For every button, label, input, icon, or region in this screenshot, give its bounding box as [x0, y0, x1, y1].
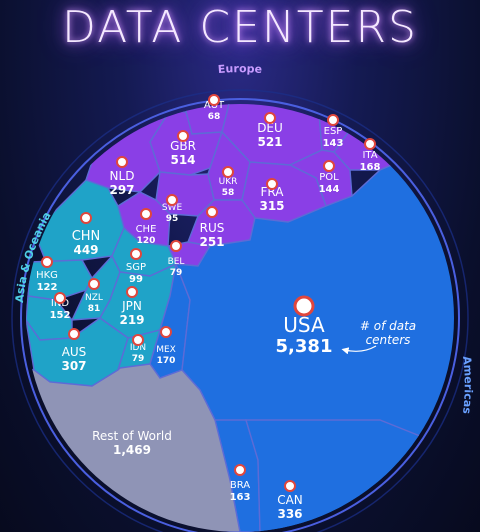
- label-esp: ESP: [324, 126, 343, 137]
- flag-swe-icon: [166, 194, 178, 206]
- flag-usa-icon: [293, 295, 315, 317]
- value-rest-of-world: 1,469: [113, 443, 151, 457]
- value-sgp: 99: [129, 274, 143, 285]
- annotation-line: # of data: [360, 319, 416, 333]
- chart-border: [20, 98, 460, 532]
- flag-idn-icon: [132, 334, 144, 346]
- flag-jpn-icon: [126, 286, 138, 298]
- flag-che-icon: [140, 208, 152, 220]
- value-nzl: 81: [88, 304, 101, 314]
- label-nzl: NZL: [85, 293, 103, 303]
- flag-ita-icon: [364, 138, 376, 150]
- value-jpn: 219: [119, 313, 144, 327]
- label-fra: FRA: [261, 185, 285, 199]
- region-label-americas: Americas: [460, 355, 475, 415]
- label-jpn: JPN: [121, 299, 142, 313]
- value-aut: 68: [208, 112, 221, 122]
- value-deu: 521: [257, 135, 282, 149]
- value-che: 120: [137, 236, 156, 246]
- label-rest-of-world: Rest of World: [92, 429, 172, 443]
- flag-hkg-icon: [41, 256, 53, 268]
- label-bel: BEL: [168, 257, 185, 267]
- label-hkg: HKG: [36, 270, 58, 281]
- label-gbr: GBR: [170, 139, 196, 153]
- label-rus: RUS: [200, 221, 225, 235]
- flag-bra-icon: [234, 464, 246, 476]
- label-swe: SWE: [162, 203, 183, 213]
- label-sgp: SGP: [126, 262, 146, 273]
- region-label-europe: Europe: [217, 62, 262, 76]
- label-mex: MEX: [156, 345, 176, 355]
- value-rus: 251: [199, 235, 224, 249]
- flag-nld-icon: [116, 156, 128, 168]
- label-nld: NLD: [110, 169, 135, 183]
- value-bel: 79: [170, 268, 183, 278]
- value-idn: 79: [132, 354, 145, 364]
- value-pol: 144: [319, 184, 340, 195]
- annotation-text: # of data centers: [360, 319, 416, 347]
- value-hkg: 122: [37, 282, 58, 293]
- value-swe: 95: [166, 214, 179, 224]
- label-usa: USA: [283, 313, 325, 337]
- label-che: CHE: [136, 224, 157, 235]
- flag-aus-icon: [68, 328, 80, 340]
- value-bra: 163: [230, 492, 251, 503]
- flag-aut-icon: [208, 94, 220, 106]
- value-nld: 297: [109, 183, 134, 197]
- flag-bel-icon: [170, 240, 182, 252]
- label-aus: AUS: [62, 345, 87, 359]
- flag-can-icon: [284, 480, 296, 492]
- label-idn: IDN: [130, 343, 146, 353]
- value-usa: 5,381: [276, 336, 333, 357]
- flag-rus-icon: [206, 206, 218, 218]
- flag-pol-icon: [323, 160, 335, 172]
- flag-mex-icon: [160, 326, 172, 338]
- value-can: 336: [277, 507, 302, 521]
- label-ukr: UKR: [219, 177, 238, 187]
- value-mex: 170: [157, 356, 176, 366]
- flag-nzl-icon: [88, 278, 100, 290]
- annotation-line: centers: [366, 333, 411, 347]
- outer-ring: [11, 89, 469, 532]
- label-bra: BRA: [230, 480, 250, 491]
- label-chn: CHN: [72, 229, 101, 244]
- flag-esp-icon: [327, 114, 339, 126]
- label-ita: ITA: [362, 150, 377, 161]
- annotation-arrow: [341, 345, 377, 355]
- value-fra: 315: [259, 199, 284, 213]
- value-ind: 152: [50, 310, 71, 321]
- label-pol: POL: [319, 172, 339, 183]
- value-aus: 307: [61, 359, 86, 373]
- label-can: CAN: [277, 493, 303, 507]
- value-ukr: 58: [222, 188, 235, 198]
- flag-deu-icon: [264, 112, 276, 124]
- value-gbr: 514: [170, 153, 195, 167]
- flag-gbr-icon: [177, 130, 189, 142]
- value-esp: 143: [323, 138, 344, 149]
- flag-sgp-icon: [130, 248, 142, 260]
- flag-chn-icon: [80, 212, 92, 224]
- flag-ukr-icon: [222, 166, 234, 178]
- flag-ind-icon: [54, 292, 66, 304]
- value-ita: 168: [360, 162, 381, 173]
- value-chn: 449: [73, 243, 98, 257]
- chart-title: DATA CENTERS: [62, 2, 418, 53]
- label-deu: DEU: [257, 121, 283, 135]
- flag-fra-icon: [266, 178, 278, 190]
